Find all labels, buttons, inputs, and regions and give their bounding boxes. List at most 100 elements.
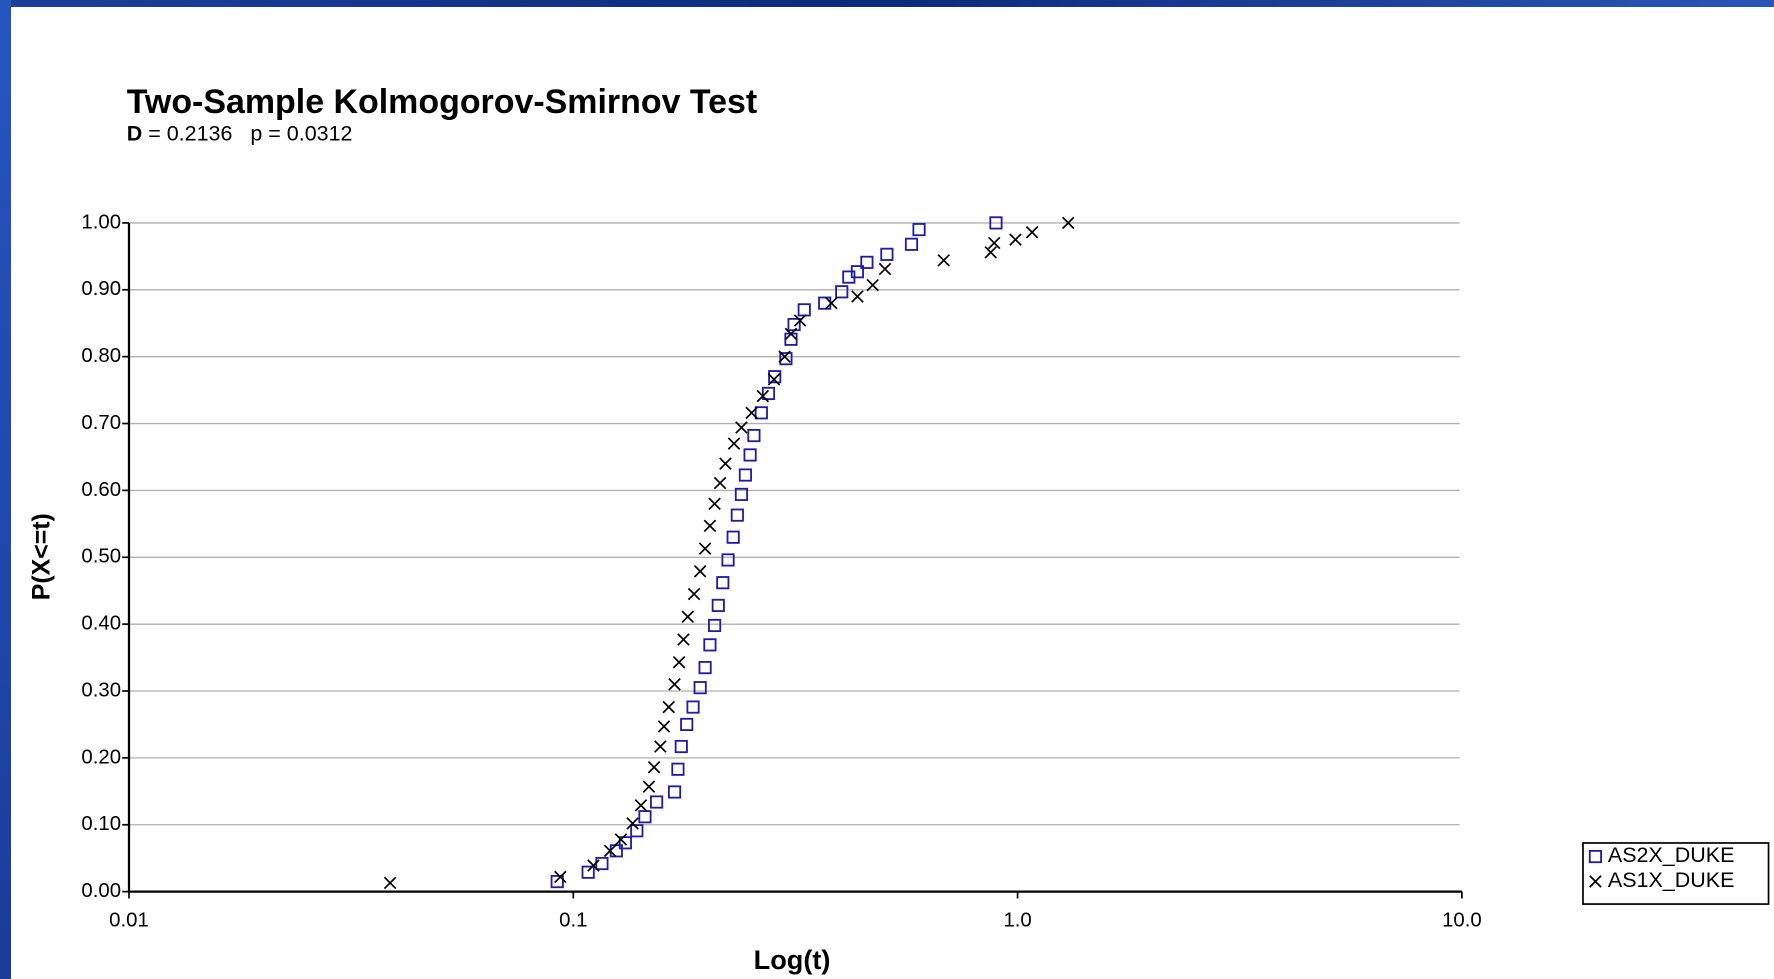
square-marker	[618, 836, 632, 850]
x-marker	[793, 314, 807, 327]
x-axis-label: Log(t)	[754, 944, 831, 975]
x-marker	[987, 236, 1001, 250]
x-marker	[614, 833, 628, 846]
x-marker	[851, 290, 864, 303]
x-marker	[677, 633, 690, 646]
legend-label: AS2X_DUKE	[1608, 843, 1735, 867]
x-marker	[587, 859, 600, 872]
square-marker	[835, 285, 849, 299]
x-marker	[672, 655, 686, 669]
subtitle-stat-values: = 0.2136 p = 0.0312	[142, 121, 352, 145]
x-marker	[719, 457, 732, 470]
square-marker	[880, 247, 894, 261]
x-marker	[603, 844, 617, 858]
square-marker	[779, 352, 793, 366]
x-marker	[687, 587, 701, 601]
x-marker	[735, 421, 748, 434]
x-marker	[693, 565, 707, 578]
plot: Two-Sample Kolmogorov-Smirnov Test D = 0…	[28, 83, 1770, 975]
square-marker	[711, 598, 725, 612]
x-marker	[727, 437, 741, 450]
x-tick-label: 0.1	[559, 909, 587, 931]
square-marker	[581, 865, 595, 879]
square-marker	[708, 618, 722, 633]
square-marker	[680, 717, 694, 732]
square-marker	[667, 785, 682, 799]
x-marker	[668, 678, 681, 691]
y-tick-label: 0.50	[81, 546, 121, 568]
square-marker	[726, 530, 740, 544]
y-tick-label: 0.40	[81, 613, 121, 635]
x-marker	[708, 497, 721, 511]
x-marker	[878, 262, 892, 276]
legend-box	[1582, 842, 1770, 905]
square-marker	[686, 700, 700, 714]
square-marker	[768, 370, 782, 384]
y-tick-label: 0.60	[81, 479, 121, 501]
x-marker	[681, 610, 695, 624]
square-marker	[754, 406, 768, 420]
x-marker	[745, 406, 758, 420]
chart-subtitle: D = 0.2136 p = 0.0312	[127, 121, 353, 145]
square-marker	[1588, 849, 1602, 864]
x-marker	[784, 327, 798, 341]
square-marker	[550, 875, 564, 889]
square-marker	[904, 237, 919, 251]
subtitle-stat-name: D	[127, 121, 143, 145]
legend-label: AS1X_DUKE	[1608, 868, 1735, 892]
chart-title: Two-Sample Kolmogorov-Smirnov Test	[127, 83, 757, 121]
square-marker	[630, 824, 644, 838]
square-marker	[730, 508, 744, 522]
square-marker	[738, 468, 752, 482]
x-marker	[713, 476, 727, 490]
y-tick-label: 0.00	[81, 880, 121, 902]
square-marker	[716, 576, 730, 590]
square-marker	[721, 553, 735, 567]
square-marker	[860, 255, 874, 269]
x-tick-label: 0.01	[109, 909, 149, 931]
square-marker	[850, 265, 864, 279]
x-marker	[642, 780, 656, 793]
square-marker	[734, 487, 748, 501]
square-marker	[912, 223, 926, 237]
square-marker	[671, 762, 685, 776]
x-marker	[647, 760, 661, 774]
x-marker	[657, 720, 671, 733]
x-marker	[654, 740, 667, 753]
y-tick-label: 0.30	[81, 679, 121, 701]
x-marker	[767, 373, 781, 386]
y-tick-label: 0.20	[81, 746, 121, 768]
square-marker	[638, 810, 652, 824]
y-tick-label: 0.80	[81, 345, 121, 367]
square-marker	[674, 739, 688, 754]
x-tick-label: 10.0	[1442, 909, 1482, 931]
x-marker	[984, 246, 997, 259]
square-marker	[761, 386, 776, 400]
y-tick-label: 0.10	[81, 813, 121, 835]
y-tick-label: 1.00	[81, 211, 121, 233]
x-marker	[383, 876, 397, 890]
x-marker	[866, 278, 879, 292]
square-marker	[747, 428, 761, 443]
x-marker	[626, 817, 639, 830]
x-tick-label: 1.0	[1003, 909, 1031, 931]
square-marker	[989, 216, 1003, 230]
y-tick-label: 0.90	[81, 278, 121, 300]
x-marker	[778, 350, 791, 363]
x-marker	[662, 700, 676, 714]
x-marker	[634, 799, 648, 812]
square-marker	[650, 795, 664, 809]
x-marker	[825, 296, 838, 310]
y-axis-label: P(X<=t)	[28, 513, 56, 600]
x-marker	[756, 389, 770, 403]
square-marker	[698, 661, 712, 675]
y-tick-label: 0.70	[81, 412, 121, 434]
x-marker	[1061, 216, 1075, 230]
frame-top	[0, 0, 1774, 7]
square-marker	[743, 448, 757, 462]
square-marker	[693, 681, 707, 695]
x-marker	[554, 870, 567, 884]
x-marker	[937, 254, 951, 267]
